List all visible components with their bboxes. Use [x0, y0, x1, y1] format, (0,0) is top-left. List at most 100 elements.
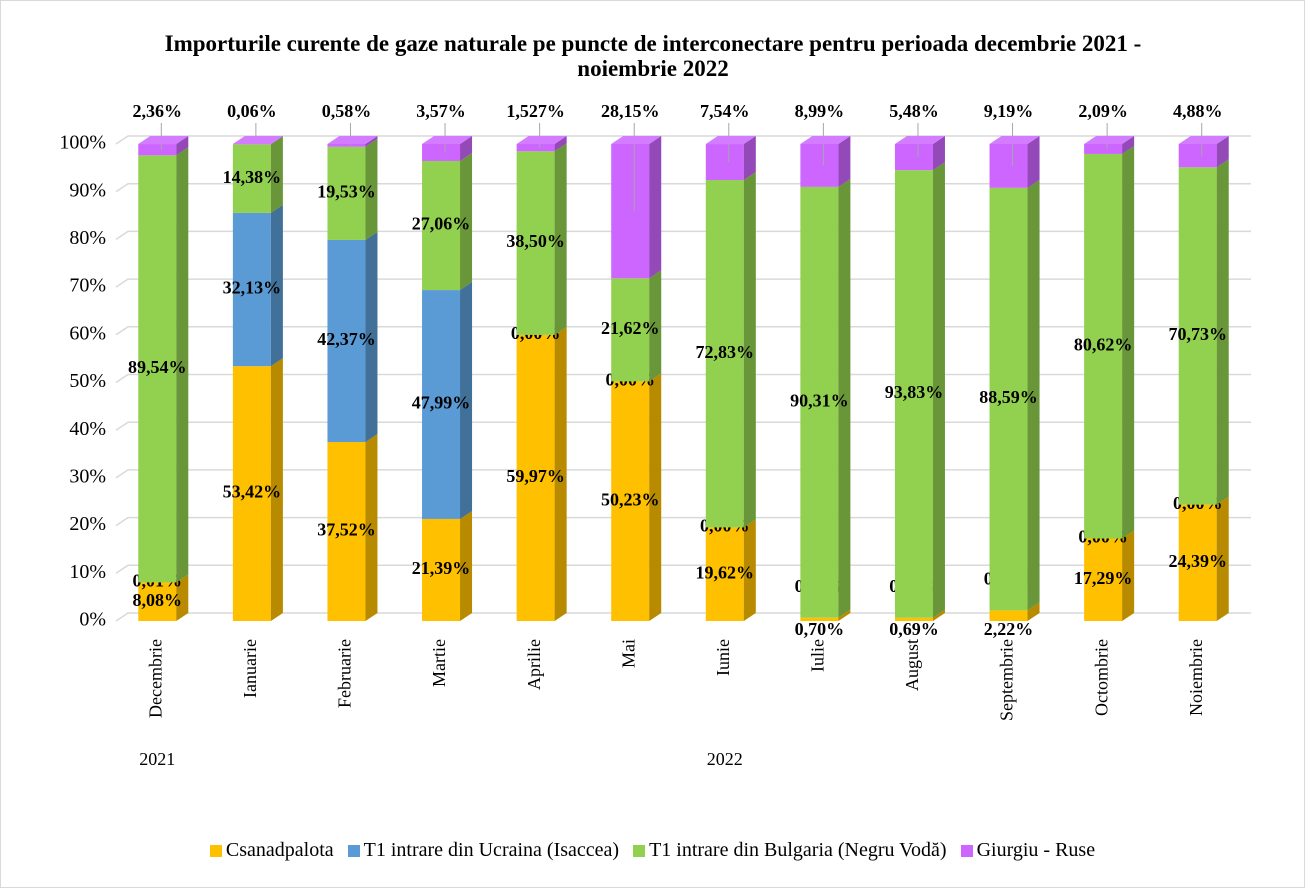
data-label: 19,62%	[696, 562, 755, 582]
bar-segment	[1178, 167, 1217, 505]
data-label: 0,70%	[795, 619, 845, 639]
bar-top-shade	[422, 135, 473, 144]
x-tick-label: August	[902, 639, 922, 691]
legend-swatch	[633, 844, 646, 857]
y-tick-label: 0%	[79, 609, 106, 631]
grid-line	[115, 373, 1251, 384]
data-label: 2,22%	[984, 619, 1034, 639]
x-tick-label: Aprilie	[524, 639, 544, 690]
data-label: 0,06%	[227, 101, 277, 121]
y-tick-label: 90%	[69, 179, 106, 201]
bar-side	[365, 136, 378, 147]
data-label: 17,29%	[1074, 568, 1133, 588]
bar-side	[1122, 136, 1135, 154]
bar-side	[649, 373, 662, 621]
data-label: 50,23%	[601, 489, 660, 509]
data-label: 27,06%	[412, 214, 471, 234]
bar-side	[554, 326, 567, 621]
bar-top-shade	[232, 136, 283, 145]
bar-top	[989, 136, 1040, 144]
bar-segment	[1178, 144, 1217, 168]
bar-side	[176, 147, 189, 583]
data-label: 89,54%	[128, 357, 187, 377]
bar-side	[460, 152, 473, 291]
bar-side	[1216, 496, 1229, 621]
bar-side-shade	[176, 147, 189, 583]
bar-side	[1027, 179, 1040, 611]
bar-side-shade	[176, 574, 189, 583]
bar-side	[365, 434, 378, 621]
bar-segment	[327, 144, 366, 147]
bar-side-shade	[1216, 159, 1229, 505]
bar-side	[1122, 145, 1135, 539]
bar-side-shade	[743, 136, 756, 181]
bar-side-shade	[1027, 136, 1040, 188]
bar-top-shade	[611, 136, 662, 144]
bar-segment	[989, 144, 1028, 188]
y-tick-label: 60%	[69, 322, 106, 344]
bar-segment	[1178, 504, 1217, 621]
bar-side	[743, 136, 756, 181]
data-label: 2,36%	[133, 101, 183, 121]
x-tick-label: Ianuarie	[240, 639, 260, 698]
bar-side-shade	[460, 510, 473, 621]
bar-side-shade	[270, 136, 283, 145]
x-tick-label: Septembrie	[997, 639, 1017, 721]
bar-side	[270, 136, 283, 213]
bar-side-shade	[176, 574, 189, 621]
bar-top	[1084, 136, 1135, 144]
bar-side	[176, 574, 189, 621]
y-tick-label: 70%	[69, 275, 106, 297]
data-label: 72,83%	[696, 342, 755, 362]
y-tick-label: 50%	[69, 370, 106, 392]
bar-side-shade	[649, 373, 662, 621]
group-label: 2022	[707, 749, 743, 769]
bar-segment	[1084, 538, 1123, 621]
data-label: 37,52%	[317, 520, 376, 540]
bar-side	[365, 231, 378, 443]
bar-side-shade	[1122, 530, 1135, 621]
bar-side-shade	[365, 138, 378, 240]
bar-side-shade	[270, 358, 283, 621]
bar-side	[460, 282, 473, 519]
data-label: 93,83%	[885, 382, 944, 402]
legend-swatch	[209, 844, 222, 857]
bar-segment	[232, 144, 271, 213]
grid-line	[115, 182, 1251, 193]
bar-segment	[1084, 153, 1123, 539]
bar-segment	[138, 582, 177, 621]
grid-line	[115, 612, 1251, 622]
y-tick-label: 10%	[69, 561, 106, 583]
bar-segment	[989, 610, 1028, 621]
data-label: 28,15%	[601, 101, 660, 121]
bar-segment	[422, 143, 461, 161]
bar-top	[705, 136, 756, 145]
legend-swatch	[960, 844, 973, 857]
data-label: 1,527%	[506, 101, 565, 121]
bar-side-shade	[932, 609, 945, 621]
grid-line	[115, 564, 1251, 574]
legend-label: T1 intrare din Ucraina (Isaccea)	[363, 839, 620, 861]
x-tick-label: Iulie	[808, 639, 828, 672]
bar-side-shade	[649, 270, 662, 382]
x-tick-label: Noiembrie	[1186, 639, 1206, 716]
bar-side	[838, 178, 851, 618]
y-tick-label: 30%	[69, 465, 106, 487]
bar-side-shade	[932, 136, 945, 171]
bar-side-shade	[460, 152, 473, 291]
data-label: 14,38%	[223, 167, 282, 187]
bar-side	[176, 136, 189, 156]
group-label: 2021	[139, 749, 175, 769]
bar-side	[365, 138, 378, 240]
bar-side-shade	[176, 136, 189, 156]
y-tick-label: 20%	[69, 513, 106, 535]
legend-label: Csanadpalota	[225, 839, 334, 861]
bar-side-shade	[270, 136, 283, 213]
legend-item: T1 intrare din Ucraina (Isaccea)	[347, 839, 620, 862]
bar-side-shade	[460, 282, 473, 519]
bar-side	[554, 143, 567, 335]
y-tick-label: 80%	[69, 227, 106, 249]
bar-top	[138, 136, 189, 145]
